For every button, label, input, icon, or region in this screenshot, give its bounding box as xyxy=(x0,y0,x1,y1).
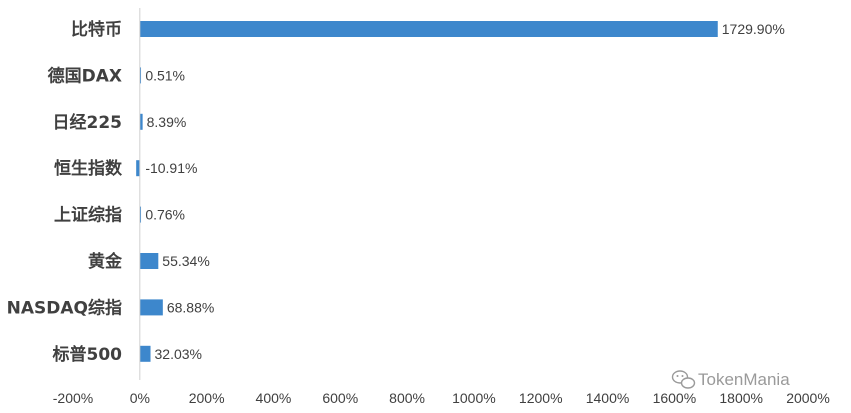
watermark: TokenMania xyxy=(671,370,790,389)
x-tick-labels: -200% 0% 200% 400% 600% 800% 1000% 1200% 1400% 16… xyxy=(53,390,830,406)
data-label: 0.76% xyxy=(145,207,185,223)
data-label: 32.03% xyxy=(155,346,202,362)
wechat-icon xyxy=(671,370,696,389)
bar xyxy=(139,21,718,37)
x-tick-label: 800% xyxy=(389,390,425,406)
bar xyxy=(139,67,142,84)
x-tick-label: -200% xyxy=(53,390,93,406)
x-tick-label: 200% xyxy=(189,390,225,406)
category-label: 上证综指 xyxy=(54,205,122,226)
category-label: 日经225 xyxy=(53,112,123,133)
data-label: 0.51% xyxy=(145,67,185,83)
data-label: -10.91% xyxy=(145,160,197,176)
bars-group xyxy=(136,21,718,362)
x-tick-label: 1800% xyxy=(719,390,763,406)
data-labels: 1729.90% 0.51% 8.39% -10.91% 0.76% 55.34% 68.8… xyxy=(145,21,785,362)
category-label: 比特币 xyxy=(71,19,122,40)
x-tick-label: 0% xyxy=(130,390,150,406)
x-tick-label: 1000% xyxy=(452,390,496,406)
x-tick-label: 1600% xyxy=(653,390,697,406)
data-label: 55.34% xyxy=(162,253,209,269)
x-tick-label: 600% xyxy=(322,390,358,406)
bar xyxy=(136,160,140,177)
data-label: 68.88% xyxy=(167,299,214,315)
category-label: 德国DAX xyxy=(48,65,122,86)
bar xyxy=(139,345,151,362)
category-label: 标普500 xyxy=(53,344,123,365)
x-tick-label: 400% xyxy=(256,390,292,406)
data-label: 8.39% xyxy=(147,114,187,130)
x-tick-label: 2000% xyxy=(786,390,830,406)
x-tick-label: 1200% xyxy=(519,390,563,406)
data-label: 1729.90% xyxy=(722,21,785,37)
category-label: 黄金 xyxy=(88,251,123,272)
x-tick-label: 1400% xyxy=(586,390,630,406)
category-label: NASDAQ综指 xyxy=(7,297,122,318)
bar xyxy=(139,113,143,130)
watermark-text: TokenMania xyxy=(698,370,790,389)
bar xyxy=(139,253,159,269)
bar xyxy=(139,206,142,223)
category-label: 恒生指数 xyxy=(54,158,123,179)
bar xyxy=(139,299,163,316)
